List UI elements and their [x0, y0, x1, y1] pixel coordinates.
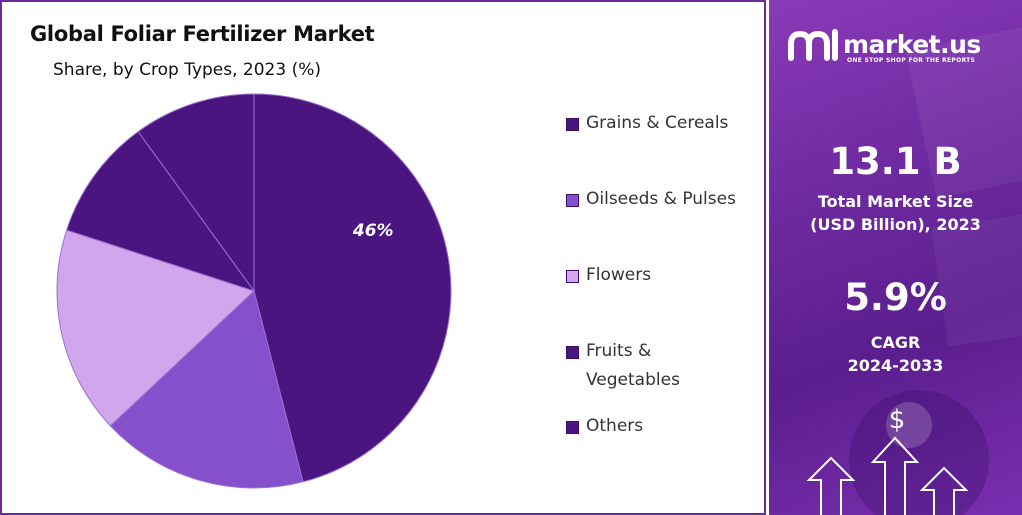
chart-panel: Global Foliar Fertilizer Market Share, b…	[0, 0, 766, 515]
market-size-label-line2: (USD Billion), 2023	[810, 215, 981, 234]
brand-tagline: ONE STOP SHOP FOR THE REPORTS	[847, 57, 976, 64]
chart-legend: Grains & Cereals Oilseeds & Pulses Flowers…	[566, 2, 766, 515]
legend-label: Grains & Cereals	[586, 113, 729, 133]
legend-label: Flowers	[586, 265, 652, 285]
growth-arrows-icon: $	[806, 405, 969, 515]
legend-swatch	[566, 270, 579, 283]
logo-icon	[788, 29, 838, 61]
stats-sidebar: market.us ONE STOP SHOP FOR THE REPORTS …	[769, 0, 1022, 515]
chart-subtitle: Share, by Crop Types, 2023 (%)	[53, 60, 321, 80]
market-size-label-line1: Total Market Size	[817, 192, 974, 211]
legend-item-oilseeds-pulses: Oilseeds & Pulses	[566, 188, 756, 214]
pie-slice-grains-cereals	[253, 93, 452, 483]
pie-slice-oilseeds-pulses	[109, 290, 304, 489]
cagr-years: 2024-2033	[847, 356, 944, 375]
legend-swatch	[566, 346, 579, 359]
cagr-value: 5.9%	[844, 276, 947, 319]
legend-item-flowers: Flowers	[566, 264, 756, 290]
legend-label: Others	[586, 416, 644, 436]
legend-label: Oilseeds & Pulses	[586, 189, 736, 209]
market-us-logo: market.us ONE STOP SHOP FOR THE REPORTS	[787, 28, 1012, 68]
market-size-value: 13.1 B	[829, 140, 962, 183]
pie-slice-fruits-vegetables	[66, 130, 256, 292]
pie-chart: 46%	[56, 93, 452, 489]
legend-item-others: Others	[566, 415, 756, 441]
pie-slice-others	[137, 93, 255, 293]
brand-name: market.us	[843, 30, 981, 59]
legend-swatch	[566, 194, 579, 207]
legend-item-grains-cereals: Grains & Cereals	[566, 112, 756, 138]
cagr-label: CAGR	[870, 333, 921, 352]
legend-swatch	[566, 421, 579, 434]
legend-item-fruits-vegetables: Fruits & Vegetables	[566, 340, 756, 395]
svg-text:$: $	[889, 405, 906, 435]
legend-label: Fruits & Vegetables	[586, 341, 680, 390]
pie-slice-flowers	[56, 229, 255, 427]
legend-swatch	[566, 118, 579, 131]
chart-title: Global Foliar Fertilizer Market	[30, 22, 375, 46]
data-label-grains-cereals: 46%	[352, 221, 394, 241]
